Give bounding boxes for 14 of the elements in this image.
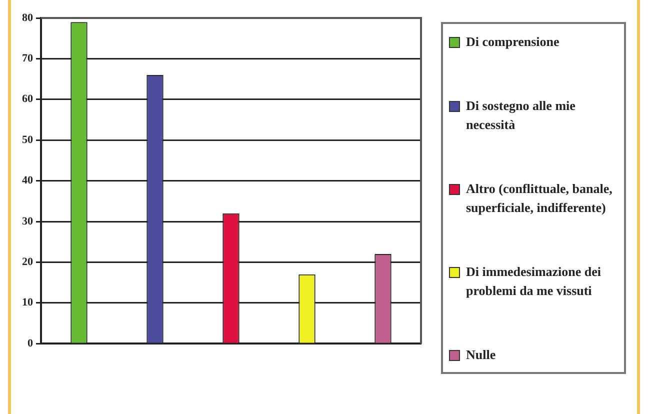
y-tick-label: 60 xyxy=(22,93,34,106)
legend-label: Altro (conflittuale, banale, superficiale, indifferente) xyxy=(466,180,614,217)
y-tick-label: 70 xyxy=(22,52,34,65)
y-tick-label: 50 xyxy=(22,134,34,146)
y-tick-label: 80 xyxy=(22,12,34,24)
y-tick-label: 0 xyxy=(28,337,34,350)
y-tick-label: 20 xyxy=(22,256,34,268)
legend-label: Di immedesimazione dei problemi da me vissuti xyxy=(466,263,602,300)
y-tick-label: 30 xyxy=(22,215,34,228)
y-tick-label: 40 xyxy=(22,174,34,187)
legend-label: Nulle xyxy=(466,346,496,364)
legend-label: Di comprensione xyxy=(466,33,560,51)
y-tick-label: 10 xyxy=(22,296,34,309)
legend-label: Di sostegno alle mie necessità xyxy=(466,97,576,134)
